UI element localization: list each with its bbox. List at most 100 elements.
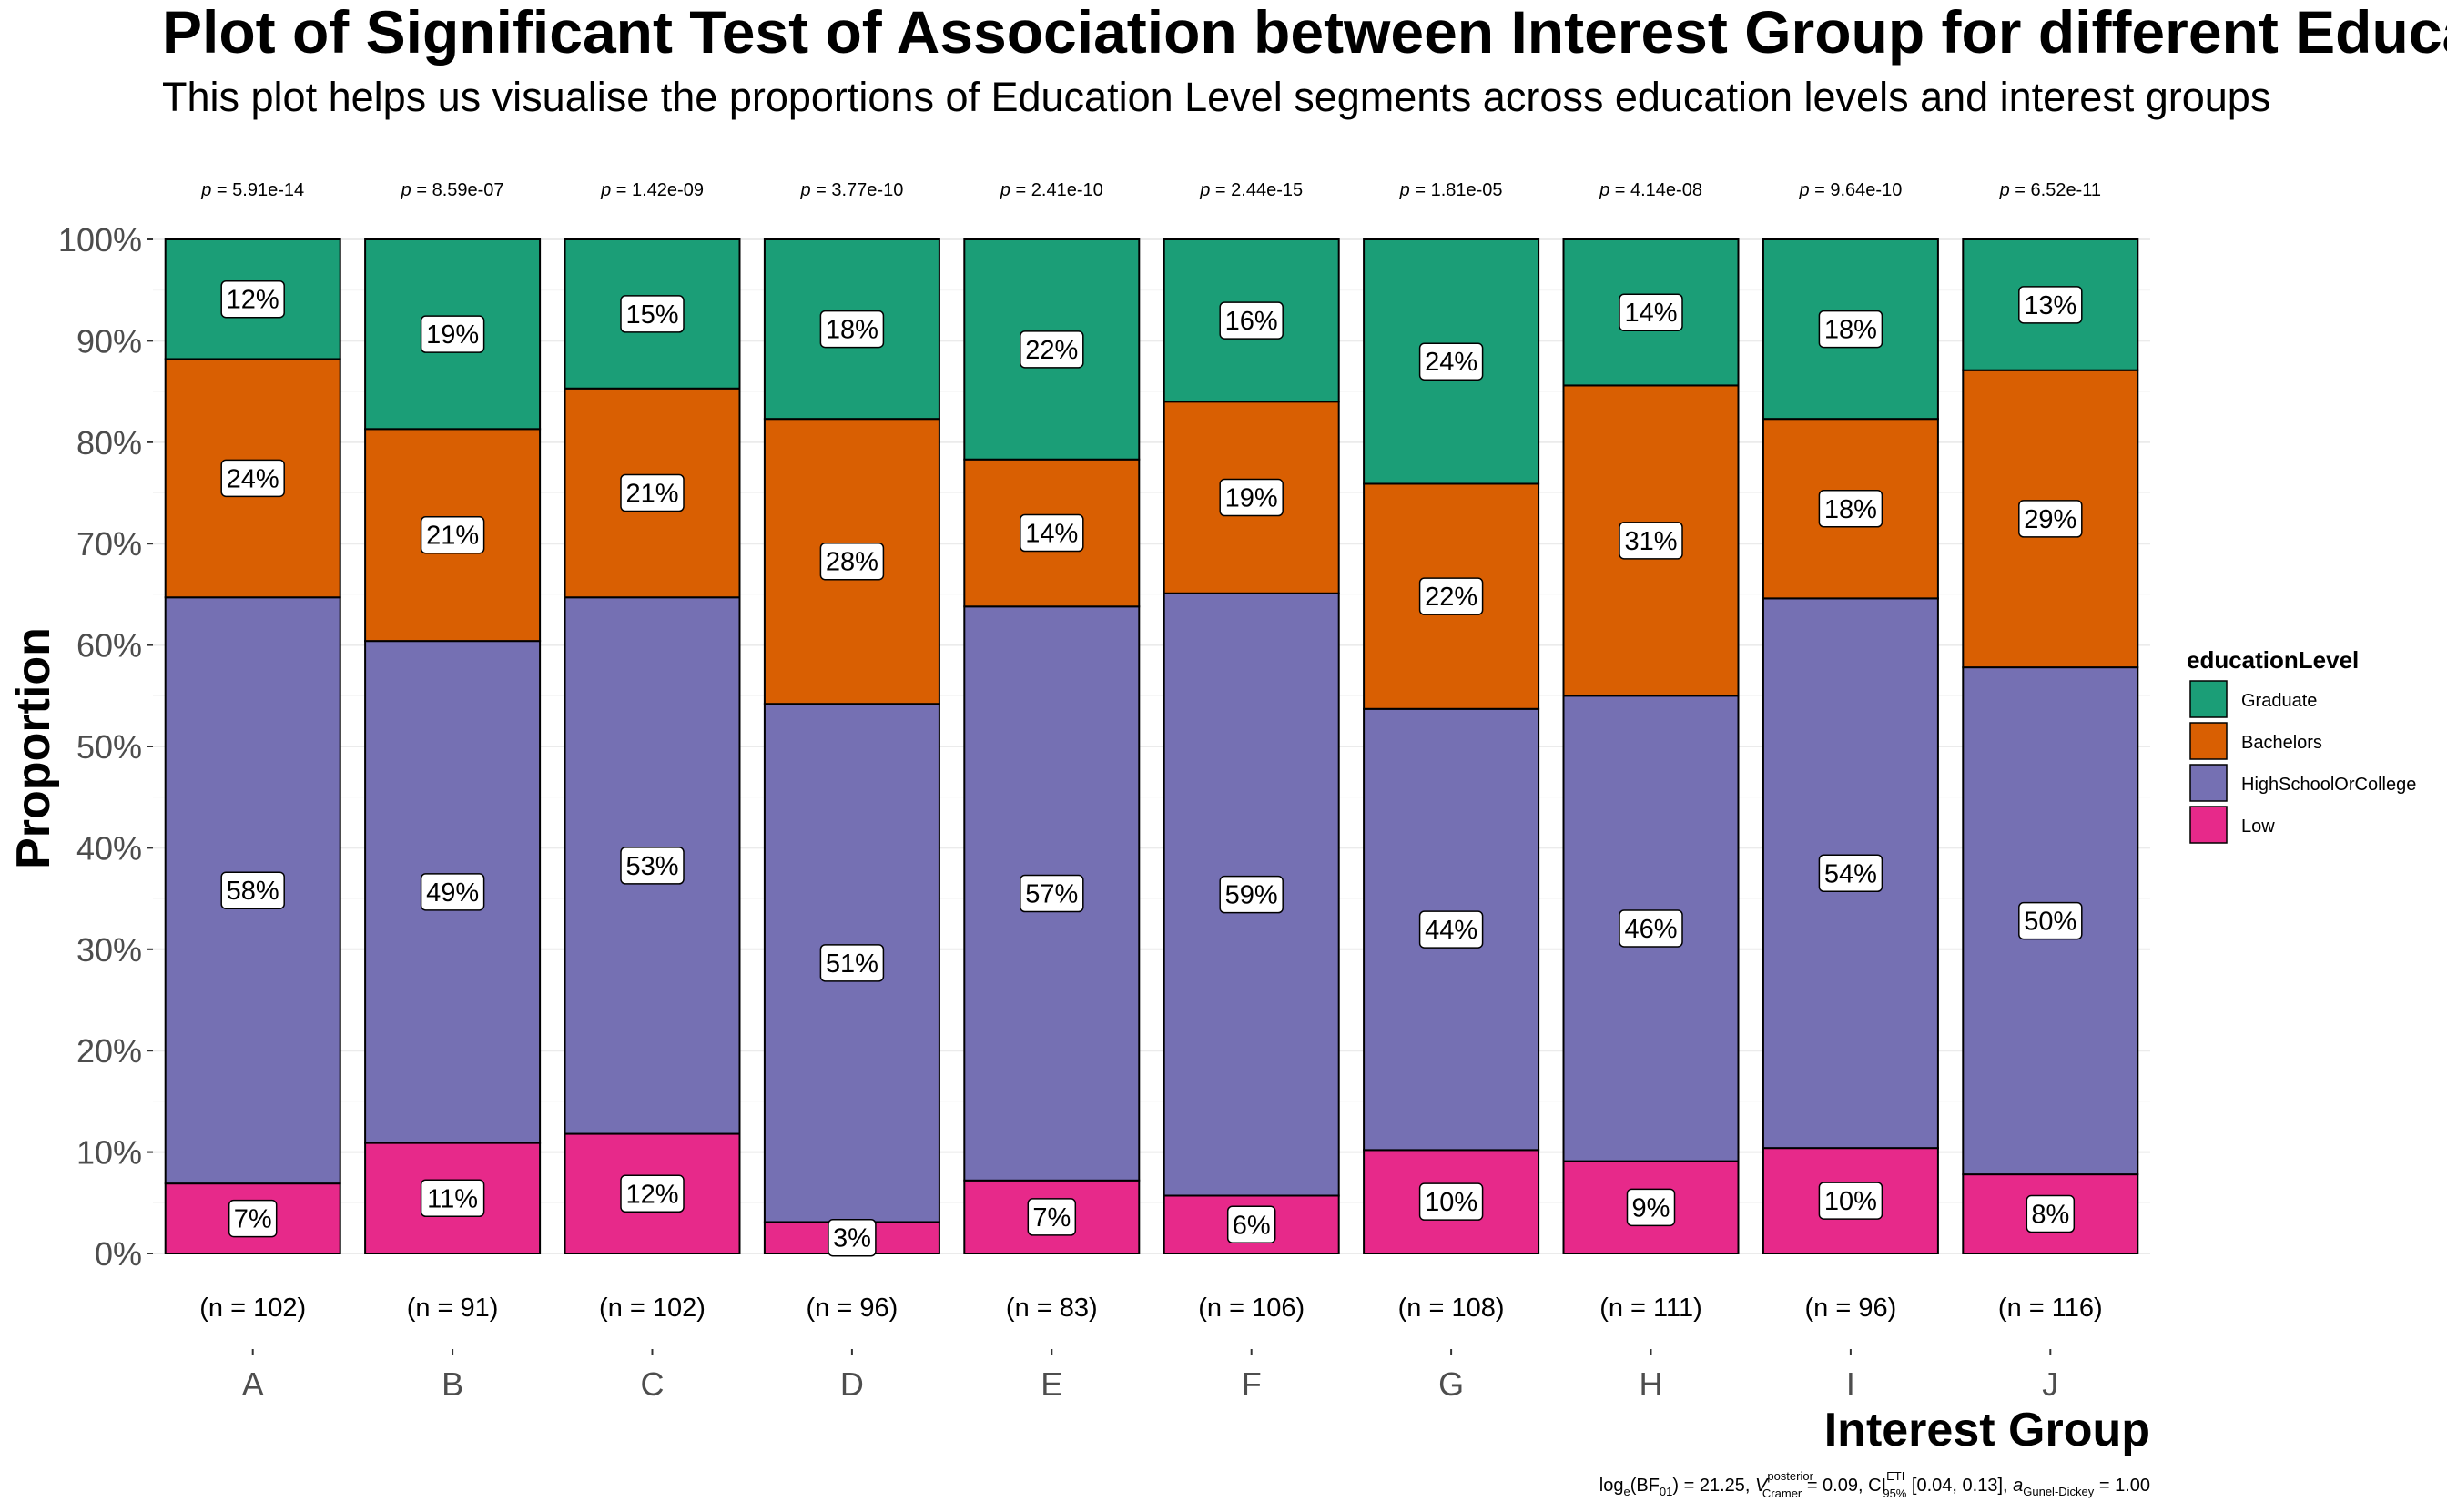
y-axis: 0% 10% 20% 30% 40% 50% 60% 70% 80% 90% 100% bbox=[58, 221, 153, 1273]
data-label-low-d: 3% bbox=[828, 1218, 877, 1257]
y-tick-label: 60% bbox=[76, 627, 142, 665]
data-label-box bbox=[420, 1179, 485, 1218]
legend-label: HighSchoolOrCollege bbox=[2241, 775, 2416, 795]
y-tick-label: 10% bbox=[76, 1134, 142, 1172]
caption-v-sup: posterior bbox=[1767, 1469, 1813, 1483]
y-tick-label: 20% bbox=[76, 1032, 142, 1070]
data-label-highschoolorcollege-g: 44% bbox=[1418, 910, 1484, 949]
data-label-highschoolorcollege-f: 59% bbox=[1219, 875, 1284, 914]
data-label-box bbox=[220, 459, 285, 498]
data-label-low-e: 7% bbox=[1027, 1198, 1077, 1236]
data-label-graduate-e: 22% bbox=[1020, 330, 1084, 369]
data-label-text: 46% bbox=[1624, 915, 1677, 944]
bar-segment-bachelors-g bbox=[1363, 482, 1540, 710]
y-tick-label: 40% bbox=[76, 829, 142, 867]
data-label-text: 58% bbox=[227, 877, 279, 906]
p-value-a: p = 5.91e-14 bbox=[200, 180, 304, 200]
data-label-highschoolorcollege-j: 50% bbox=[2018, 901, 2083, 940]
legend-item-highschoolorcollege: HighSchoolOrCollege bbox=[2189, 764, 2416, 802]
count-f: (n = 106) bbox=[1198, 1294, 1305, 1323]
data-label-low-g: 10% bbox=[1418, 1182, 1484, 1221]
data-label-text: 12% bbox=[227, 286, 279, 315]
data-label-bachelors-b: 21% bbox=[420, 515, 485, 554]
data-label-graduate-f: 16% bbox=[1219, 301, 1284, 340]
p-value-d: p = 3.77e-10 bbox=[799, 180, 903, 200]
data-label-box bbox=[1418, 1182, 1484, 1221]
p-value-j: p = 6.52e-11 bbox=[1999, 180, 2101, 200]
data-label-box bbox=[1818, 854, 1883, 892]
data-label-bachelors-f: 19% bbox=[1219, 478, 1284, 517]
count-e: (n = 83) bbox=[1006, 1294, 1098, 1323]
data-label-text: 50% bbox=[2024, 908, 2076, 937]
data-label-text: 22% bbox=[1425, 583, 1477, 612]
x-tick-label-f: F bbox=[1242, 1365, 1262, 1403]
data-label-text: 6% bbox=[1233, 1211, 1271, 1240]
data-label-text: 28% bbox=[826, 548, 878, 577]
caption-a: a bbox=[2013, 1476, 2023, 1496]
caption-ci-sub: 95% bbox=[1883, 1487, 1906, 1500]
data-label-box bbox=[1418, 342, 1484, 381]
y-axis-title: Proportion bbox=[7, 627, 60, 869]
data-label-text: 44% bbox=[1425, 916, 1477, 945]
data-label-box bbox=[1020, 513, 1084, 553]
data-label-graduate-c: 15% bbox=[620, 295, 685, 333]
data-label-text: 29% bbox=[2024, 505, 2076, 534]
data-label-text: 3% bbox=[833, 1224, 871, 1253]
data-label-text: 18% bbox=[1824, 495, 1877, 524]
data-label-low-i: 10% bbox=[1818, 1182, 1883, 1220]
data-label-bachelors-h: 31% bbox=[1619, 522, 1683, 560]
data-label-text: 18% bbox=[1824, 316, 1877, 345]
caption-a-sub: Gunel-Dickey bbox=[2023, 1485, 2095, 1498]
x-tick-label-c: C bbox=[641, 1365, 665, 1403]
p-value-e: p = 2.41e-10 bbox=[1000, 180, 1103, 200]
p-value-b: p = 8.59e-07 bbox=[401, 180, 504, 200]
legend-swatch bbox=[2189, 722, 2228, 760]
data-label-text: 51% bbox=[826, 949, 878, 979]
data-label-text: 7% bbox=[234, 1205, 272, 1234]
data-label-text: 53% bbox=[625, 852, 678, 881]
data-label-box bbox=[1818, 1182, 1883, 1220]
counts-row: (n = 102) (n = 91) (n = 102) (n = 96) (n = 8… bbox=[199, 1294, 2102, 1323]
data-label-bachelors-i: 18% bbox=[1818, 490, 1883, 528]
data-label-box bbox=[819, 542, 885, 581]
count-c: (n = 102) bbox=[599, 1294, 706, 1323]
data-label-graduate-d: 18% bbox=[819, 310, 885, 349]
data-label-text: 54% bbox=[1824, 859, 1877, 888]
data-label-graduate-b: 19% bbox=[420, 315, 485, 353]
data-label-highschoolorcollege-e: 57% bbox=[1020, 874, 1084, 913]
caption-log-sub: e bbox=[1623, 1485, 1630, 1498]
data-label-box bbox=[1619, 293, 1683, 331]
count-h: (n = 111) bbox=[1599, 1294, 1702, 1323]
data-label-box bbox=[2026, 1194, 2076, 1233]
legend-item-bachelors: Bachelors bbox=[2189, 722, 2322, 760]
data-label-box bbox=[620, 295, 685, 333]
bar-segment-bachelors-j bbox=[1962, 369, 2139, 669]
data-label-box bbox=[1619, 522, 1683, 560]
legend-title: educationLevel bbox=[2187, 646, 2359, 674]
data-label-box bbox=[220, 871, 285, 909]
data-label-graduate-j: 13% bbox=[2018, 286, 2083, 324]
data-label-text: 14% bbox=[1025, 520, 1078, 549]
data-label-box bbox=[1020, 330, 1084, 369]
data-label-text: 59% bbox=[1225, 881, 1278, 910]
data-label-low-j: 8% bbox=[2026, 1194, 2076, 1233]
data-label-text: 19% bbox=[1225, 484, 1278, 513]
p-value-g: p = 1.81e-05 bbox=[1399, 180, 1503, 200]
count-b: (n = 91) bbox=[407, 1294, 499, 1323]
data-label-box bbox=[420, 515, 485, 554]
chart-title: Plot of Significant Test of Association … bbox=[162, 0, 2447, 66]
data-label-text: 14% bbox=[1624, 299, 1677, 328]
data-label-box bbox=[1818, 310, 1883, 349]
data-label-bachelors-d: 28% bbox=[819, 542, 885, 581]
x-tick-label-i: I bbox=[1846, 1365, 1855, 1403]
legend-swatch bbox=[2189, 806, 2228, 844]
data-label-text: 10% bbox=[1425, 1188, 1477, 1217]
data-label-text: 16% bbox=[1225, 307, 1278, 336]
statistics-caption: loge(BF01) = 21.25, Vposterior Cramer = 0… bbox=[1599, 1469, 2150, 1500]
data-label-text: 49% bbox=[426, 878, 479, 908]
y-tick-label: 0% bbox=[95, 1235, 142, 1273]
x-tick-label-e: E bbox=[1041, 1365, 1062, 1403]
legend-swatch bbox=[2189, 764, 2228, 802]
data-label-text: 19% bbox=[426, 320, 479, 350]
